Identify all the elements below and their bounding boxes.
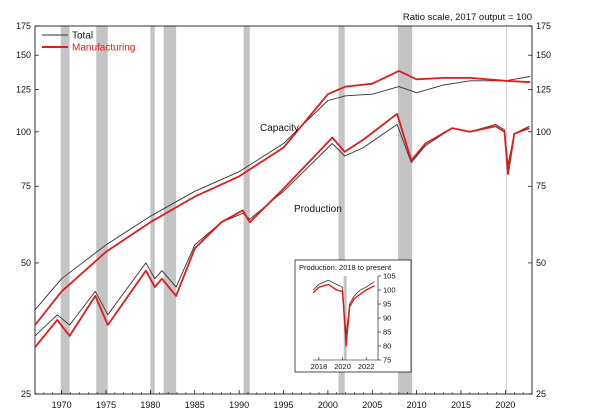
production-annotation: Production (294, 204, 342, 215)
y-tick-label-right: 175 (536, 21, 551, 31)
y-tick-label-right: 50 (536, 258, 546, 268)
inset-production-line-manufacturing (312, 283, 375, 347)
inset-chart: Production: 2018 to present 75 80 85 90 95 10… (294, 259, 412, 373)
inset-y-tick-label: 75 (383, 356, 391, 365)
x-tick-label: 2020 (495, 400, 515, 410)
x-tick-label: 2000 (318, 400, 338, 410)
y-tick-label-right: 100 (536, 127, 551, 137)
x-tick-label: 1995 (273, 400, 293, 410)
inset-frame (294, 259, 412, 373)
x-tick-label: 1985 (185, 400, 205, 410)
y-tick-label-right: 150 (536, 50, 551, 60)
x-tick-label: 2015 (451, 400, 471, 410)
inset-y-tick-label: 100 (383, 286, 396, 295)
y-tick-label-left: 25 (21, 389, 31, 399)
recession-band (60, 26, 70, 394)
plot-frame (34, 25, 533, 395)
scale-note: Ratio scale, 2017 output = 100 (403, 12, 532, 23)
inset-recession-band (343, 276, 347, 360)
x-tick-label: 2005 (362, 400, 382, 410)
inset-y-tick-label: 80 (383, 342, 391, 351)
production-line-total (34, 123, 530, 337)
recession-band (96, 26, 108, 394)
inset-title: Production: 2018 to present (299, 263, 392, 272)
y-tick-label-right: 125 (536, 85, 551, 95)
recession-band (243, 26, 250, 394)
inset-y-tick-label: 85 (383, 328, 391, 337)
inset-series-lines (312, 279, 375, 347)
y-tick-label-right: 75 (536, 181, 546, 191)
axis-ticks: 25 25 50 50 75 75 100 100 125 125 150 150 175 175 1970… (16, 21, 551, 410)
y-tick-label-left: 125 (16, 85, 31, 95)
legend: Total Manufacturing (42, 31, 135, 54)
capacity-line-manufacturing (34, 70, 531, 326)
x-tick-label: 1980 (140, 400, 160, 410)
capacity-annotation: Capacity (260, 123, 299, 134)
inset-recession-rect (343, 276, 347, 360)
y-tick-label-left: 150 (16, 50, 31, 60)
capacity-line-total (34, 76, 531, 311)
inset-y-tick-label: 95 (383, 300, 391, 309)
inset-x-tick-label: 2018 (311, 362, 328, 371)
recession-band (338, 26, 345, 394)
y-tick-label-right: 25 (536, 389, 546, 399)
x-tick-label: 1975 (96, 400, 116, 410)
y-tick-label-left: 175 (16, 21, 31, 31)
recession-band (150, 26, 155, 394)
x-tick-label: 1970 (52, 400, 72, 410)
y-tick-label-left: 75 (21, 181, 31, 191)
inset-y-tick-label: 105 (383, 272, 396, 281)
x-tick-label: 2010 (407, 400, 427, 410)
legend-label-manufacturing: Manufacturing (72, 43, 135, 54)
inset-x-tick-label: 2022 (358, 362, 375, 371)
production-line-manufacturing (34, 112, 530, 348)
inset-x-tick-label: 2020 (334, 362, 351, 371)
inset-y-tick-label: 90 (383, 314, 391, 323)
y-tick-label-left: 100 (16, 127, 31, 137)
series-lines (34, 70, 531, 348)
x-tick-label: 1990 (229, 400, 249, 410)
y-tick-label-left: 50 (21, 258, 31, 268)
legend-label-total: Total (72, 31, 93, 42)
inset-axis-ticks: 75 80 85 90 95 100 105 2018 2020 2022 (311, 272, 396, 372)
